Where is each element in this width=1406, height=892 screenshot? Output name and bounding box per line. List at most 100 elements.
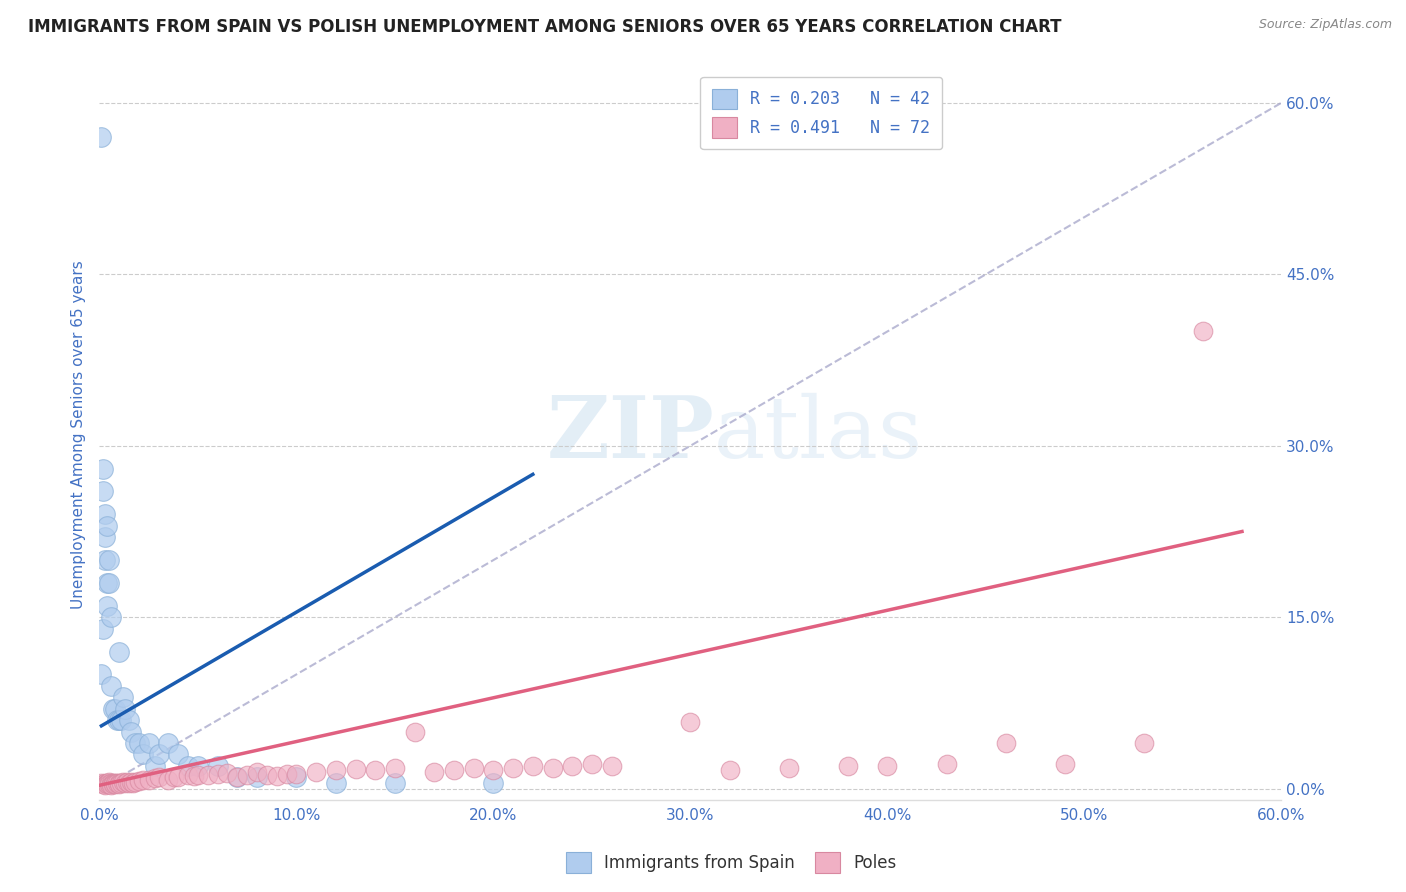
Point: [98, 777, 121, 791]
Point: [104, 701, 127, 715]
Point: [90, 667, 112, 681]
Text: Source: ZipAtlas.com: Source: ZipAtlas.com: [1258, 18, 1392, 31]
Point: [285, 767, 308, 781]
Point: [90, 776, 112, 790]
Point: [103, 776, 125, 790]
Point: [482, 776, 505, 790]
Point: [177, 759, 200, 773]
Point: [112, 775, 135, 789]
Point: [187, 759, 209, 773]
Point: [157, 736, 180, 750]
Point: [96, 576, 118, 591]
Point: [541, 761, 564, 775]
Point: [98, 553, 121, 567]
Point: [344, 762, 367, 776]
Point: [110, 776, 132, 790]
Point: [96, 777, 118, 791]
Point: [246, 770, 269, 784]
Point: [226, 770, 249, 784]
Point: [197, 768, 219, 782]
Point: [207, 767, 229, 781]
Point: [404, 724, 426, 739]
Point: [122, 776, 145, 790]
Point: [93, 461, 115, 475]
Point: [502, 761, 524, 775]
Point: [935, 756, 957, 771]
Legend: Immigrants from Spain, Poles: Immigrants from Spain, Poles: [560, 846, 903, 880]
Point: [108, 776, 131, 790]
Point: [98, 775, 121, 789]
Point: [778, 761, 800, 775]
Text: atlas: atlas: [714, 392, 924, 476]
Point: [246, 764, 269, 779]
Text: ZIP: ZIP: [547, 392, 714, 476]
Point: [679, 715, 702, 730]
Point: [138, 736, 160, 750]
Point: [94, 508, 117, 522]
Point: [443, 764, 465, 778]
Point: [100, 610, 122, 624]
Point: [561, 759, 583, 773]
Point: [876, 759, 898, 773]
Point: [143, 759, 166, 773]
Point: [256, 768, 278, 782]
Point: [94, 553, 117, 567]
Point: [108, 644, 131, 658]
Point: [285, 770, 308, 784]
Point: [120, 724, 142, 739]
Point: [1132, 736, 1154, 750]
Point: [103, 777, 125, 791]
Point: [105, 713, 128, 727]
Point: [157, 772, 180, 787]
Point: [837, 759, 859, 773]
Point: [93, 484, 115, 499]
Point: [120, 775, 142, 789]
Legend: R = 0.203   N = 42, R = 0.491   N = 72: R = 0.203 N = 42, R = 0.491 N = 72: [700, 77, 942, 149]
Point: [132, 747, 155, 762]
Point: [226, 770, 249, 784]
Point: [364, 764, 387, 778]
Point: [93, 622, 115, 636]
Point: [163, 770, 186, 784]
Point: [266, 769, 288, 783]
Point: [105, 776, 128, 790]
Point: [115, 775, 138, 789]
Point: [96, 599, 118, 613]
Point: [236, 768, 259, 782]
Text: IMMIGRANTS FROM SPAIN VS POLISH UNEMPLOYMENT AMONG SENIORS OVER 65 YEARS CORRELA: IMMIGRANTS FROM SPAIN VS POLISH UNEMPLOY…: [28, 18, 1062, 36]
Y-axis label: Unemployment Among Seniors over 65 years: Unemployment Among Seniors over 65 years: [72, 260, 86, 608]
Point: [100, 776, 122, 790]
Point: [118, 776, 141, 790]
Point: [93, 777, 115, 791]
Point: [114, 776, 136, 790]
Point: [384, 776, 406, 790]
Point: [100, 778, 122, 792]
Point: [1053, 756, 1076, 771]
Point: [177, 768, 200, 782]
Point: [104, 777, 127, 791]
Point: [108, 713, 131, 727]
Point: [128, 736, 150, 750]
Point: [600, 759, 623, 773]
Point: [183, 769, 205, 783]
Point: [96, 776, 118, 790]
Point: [100, 679, 122, 693]
Point: [325, 776, 347, 790]
Point: [384, 761, 406, 775]
Point: [143, 772, 166, 786]
Point: [276, 767, 298, 781]
Point: [90, 130, 112, 145]
Point: [94, 776, 117, 790]
Point: [522, 759, 544, 773]
Point: [124, 775, 146, 789]
Point: [994, 736, 1017, 750]
Point: [217, 765, 239, 780]
Point: [187, 768, 209, 782]
Point: [108, 777, 131, 791]
Point: [96, 518, 118, 533]
Point: [110, 713, 132, 727]
Point: [1191, 325, 1213, 339]
Point: [114, 701, 136, 715]
Point: [482, 764, 505, 778]
Point: [325, 764, 347, 778]
